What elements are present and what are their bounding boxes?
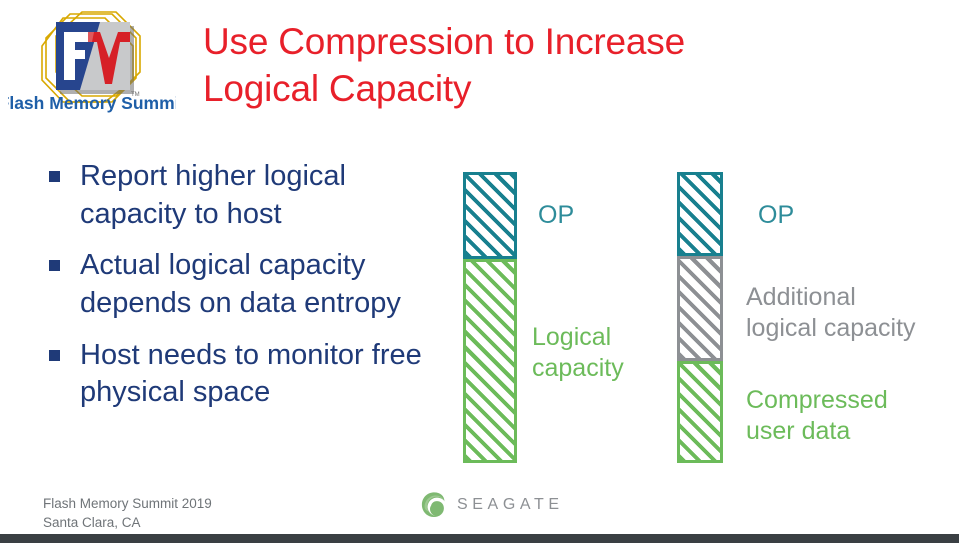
additional-logical-capacity-segment — [677, 256, 723, 361]
op-segment — [463, 172, 517, 259]
footer-line-1: Flash Memory Summit 2019 — [43, 496, 212, 511]
square-bullet-icon — [49, 171, 60, 182]
bullet-text: Report higher logical capacity to host — [80, 160, 346, 230]
logical-capacity-segment — [463, 259, 517, 463]
title-line-1: Use Compression to Increase — [203, 21, 685, 62]
bullet-list: Report higher logical capacity to host A… — [44, 158, 454, 412]
compressed-drive-bar — [677, 172, 723, 463]
seagate-logo: SEAGATE — [420, 491, 564, 519]
flash-memory-summit-logo: TM Flash Memory Summit — [8, 6, 176, 114]
title-line-2: Logical Capacity — [203, 68, 472, 110]
bullet-text: Actual logical capacity depends on data … — [80, 249, 401, 320]
op-segment — [677, 172, 723, 256]
uncompressed-drive-bar — [463, 172, 517, 463]
seagate-wordmark: SEAGATE — [457, 496, 564, 513]
slide-title: Use Compression to Increase Logical Capa… — [203, 18, 823, 113]
compressed-user-data-segment — [677, 361, 723, 463]
compressed-user-data-label: Compressed user data — [746, 386, 888, 445]
additional-logical-capacity-label: Additional logical capacity — [746, 283, 916, 342]
square-bullet-icon — [49, 349, 60, 361]
square-bullet-icon — [49, 260, 60, 272]
bullet-text: Host needs to monitor free physical spac… — [80, 338, 422, 409]
seagate-spiral-icon — [421, 492, 445, 517]
list-item: Actual logical capacity depends on data … — [44, 247, 454, 322]
logical-capacity-label: Logical capacity — [532, 323, 624, 382]
op-label-left: OP — [538, 201, 575, 229]
footer-text: Flash Memory Summit 2019 Santa Clara, CA — [43, 494, 212, 532]
list-item: Report higher logical capacity to host — [44, 158, 454, 233]
bottom-strip — [0, 534, 959, 543]
footer-line-2: Santa Clara, CA — [43, 515, 141, 531]
svg-text:TM: TM — [131, 92, 140, 98]
logo-wordmark: Flash Memory Summit — [8, 93, 176, 113]
op-label-right: OP — [758, 201, 795, 229]
list-item: Host needs to monitor free physical spac… — [44, 337, 454, 412]
